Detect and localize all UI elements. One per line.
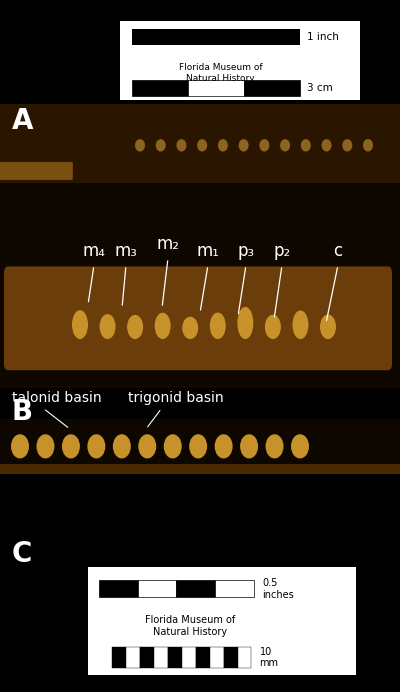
Text: m₂: m₂: [156, 235, 180, 253]
Ellipse shape: [87, 435, 105, 459]
Bar: [154, 647, 168, 668]
Bar: [112, 647, 126, 668]
Ellipse shape: [155, 313, 171, 339]
Bar: [132, 28, 300, 45]
Ellipse shape: [197, 139, 207, 152]
Text: C: C: [12, 540, 32, 567]
Ellipse shape: [215, 435, 233, 459]
Ellipse shape: [113, 435, 131, 459]
Bar: [188, 80, 244, 96]
Bar: [0, 183, 400, 388]
FancyBboxPatch shape: [0, 162, 73, 180]
Text: talonid basin: talonid basin: [12, 391, 102, 405]
Text: Florida Museum of
Natural History: Florida Museum of Natural History: [145, 614, 235, 637]
Ellipse shape: [176, 139, 186, 152]
Bar: [224, 647, 238, 668]
Text: m₁: m₁: [196, 242, 220, 260]
Ellipse shape: [240, 435, 258, 459]
Ellipse shape: [36, 435, 54, 459]
Text: 10
mm: 10 mm: [260, 647, 278, 668]
Text: c: c: [334, 242, 342, 260]
Ellipse shape: [292, 311, 308, 339]
Bar: [244, 80, 300, 96]
Bar: [215, 581, 254, 597]
FancyBboxPatch shape: [4, 266, 392, 370]
Text: p₂: p₂: [273, 242, 291, 260]
Ellipse shape: [322, 139, 332, 152]
Ellipse shape: [342, 139, 352, 152]
Ellipse shape: [189, 435, 207, 459]
Ellipse shape: [135, 139, 145, 152]
Bar: [182, 647, 196, 668]
Bar: [120, 21, 360, 100]
Ellipse shape: [265, 315, 281, 339]
Ellipse shape: [127, 315, 143, 339]
Ellipse shape: [237, 307, 253, 339]
Bar: [138, 581, 176, 597]
Bar: [140, 647, 154, 668]
Bar: [0, 104, 400, 183]
Ellipse shape: [164, 435, 182, 459]
Ellipse shape: [72, 310, 88, 339]
Text: B: B: [12, 398, 33, 426]
Bar: [132, 80, 188, 96]
Ellipse shape: [363, 139, 373, 152]
Bar: [238, 647, 252, 668]
Bar: [210, 647, 224, 668]
Bar: [0, 464, 400, 474]
Bar: [168, 647, 182, 668]
Ellipse shape: [239, 139, 249, 152]
Ellipse shape: [62, 435, 80, 459]
Ellipse shape: [259, 139, 269, 152]
Ellipse shape: [138, 435, 156, 459]
Text: m₃: m₃: [114, 242, 138, 260]
Text: m₄: m₄: [82, 242, 106, 260]
Bar: [176, 581, 215, 597]
Text: p₃: p₃: [238, 242, 254, 260]
Ellipse shape: [100, 314, 116, 339]
Bar: [126, 647, 140, 668]
Bar: [99, 581, 138, 597]
Bar: [196, 647, 210, 668]
Bar: [88, 567, 356, 675]
Ellipse shape: [280, 139, 290, 152]
Ellipse shape: [301, 139, 311, 152]
Ellipse shape: [320, 314, 336, 339]
Text: 0.5
inches: 0.5 inches: [262, 578, 294, 600]
Bar: [0, 419, 400, 474]
Ellipse shape: [218, 139, 228, 152]
Text: 3 cm: 3 cm: [307, 84, 333, 93]
Text: Florida Museum of
Natural History: Florida Museum of Natural History: [179, 63, 263, 83]
Ellipse shape: [266, 435, 284, 459]
Text: 1 inch: 1 inch: [307, 32, 339, 42]
Text: trigonid basin: trigonid basin: [128, 391, 224, 405]
Ellipse shape: [210, 313, 226, 339]
Ellipse shape: [156, 139, 166, 152]
Ellipse shape: [291, 435, 309, 459]
Ellipse shape: [182, 317, 198, 339]
Text: A: A: [12, 107, 34, 135]
Ellipse shape: [11, 435, 29, 459]
